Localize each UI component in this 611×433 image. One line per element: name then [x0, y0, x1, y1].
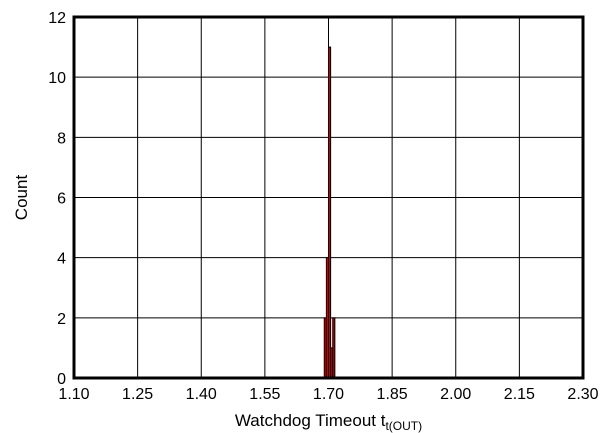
x-tick-label: 2.15: [504, 386, 535, 403]
x-tick-label: 1.25: [122, 386, 153, 403]
y-tick-label: 2: [57, 311, 66, 328]
histogram-bar: [328, 46, 332, 379]
y-tick-label: 12: [48, 10, 66, 27]
x-tick-label: 2.00: [440, 386, 471, 403]
x-axis-label-main: Watchdog Timeout t: [235, 411, 386, 430]
x-axis-tick-labels: 1.10 1.25 1.40 1.55 1.70 1.85 2.00 2.15 2.30: [58, 386, 598, 403]
x-tick-label: 1.85: [377, 386, 408, 403]
x-tick-label: 1.10: [58, 386, 89, 403]
plot-frame: [72, 15, 585, 380]
y-tick-label: 4: [57, 251, 66, 268]
x-axis-label: Watchdog Timeout tt(OUT): [235, 411, 422, 433]
x-tick-label: 1.40: [186, 386, 217, 403]
y-axis-tick-labels: 0 2 4 6 8 10 12: [48, 10, 66, 388]
x-tick-label: 1.70: [313, 386, 344, 403]
x-axis-label-subscript: t(OUT): [385, 419, 422, 433]
histogram-bar: [332, 317, 336, 379]
y-tick-label: 8: [57, 130, 66, 147]
y-tick-label: 6: [57, 191, 66, 208]
x-tick-label: 1.55: [249, 386, 280, 403]
y-axis-label: Count: [12, 175, 31, 221]
y-tick-label: 0: [57, 371, 66, 388]
x-tick-label: 2.30: [567, 386, 598, 403]
histogram-bars: [323, 46, 336, 379]
y-tick-label: 10: [48, 70, 66, 87]
